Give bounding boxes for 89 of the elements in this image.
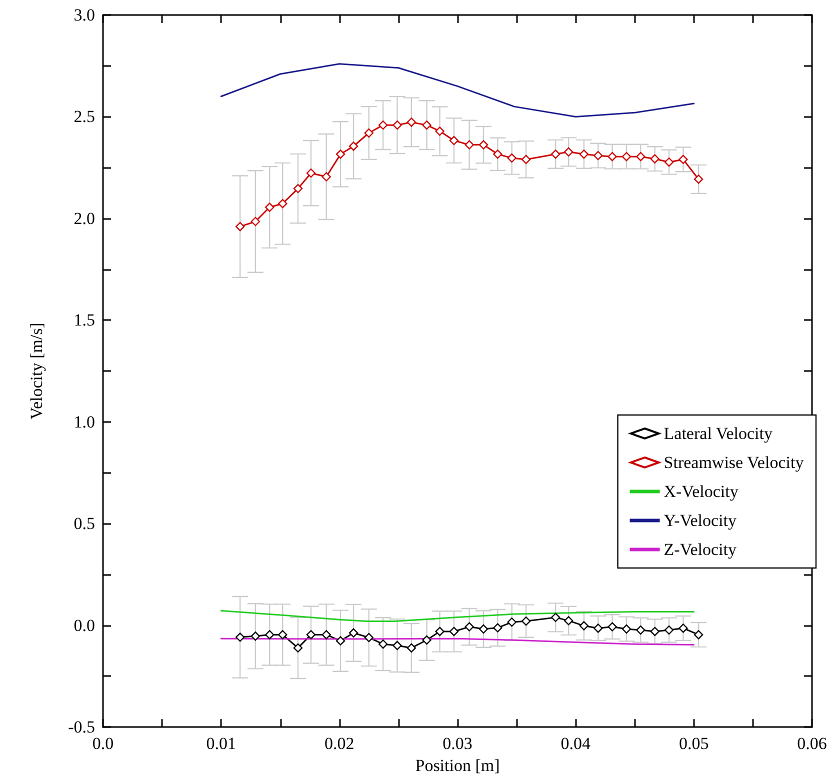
point xyxy=(406,643,416,653)
point xyxy=(636,625,646,635)
line-series xyxy=(220,610,695,622)
point xyxy=(336,150,346,159)
point xyxy=(293,643,303,653)
y-tick-label: 1.0 xyxy=(74,412,95,432)
legend-label: Lateral Velocity xyxy=(664,424,774,443)
point xyxy=(464,622,474,632)
legend-label: Y-Velocity xyxy=(664,511,737,530)
point xyxy=(322,172,331,182)
x-axis-title: Position [m] xyxy=(415,756,500,775)
point xyxy=(278,199,288,208)
point xyxy=(392,120,402,130)
y-tick-label: 2.5 xyxy=(74,107,95,126)
legend-label: X-Velocity xyxy=(664,482,739,501)
point xyxy=(378,639,388,649)
x-tick-label: 0.0 xyxy=(92,734,114,754)
point xyxy=(235,632,245,642)
point xyxy=(406,118,416,127)
point xyxy=(594,624,603,633)
point xyxy=(608,152,617,162)
point xyxy=(364,128,374,138)
point xyxy=(464,140,474,150)
point xyxy=(478,624,488,634)
point xyxy=(278,630,288,640)
x-tick-label: 0.01 xyxy=(206,734,236,754)
line-series xyxy=(220,638,695,646)
point xyxy=(694,630,704,640)
point xyxy=(250,216,260,226)
point xyxy=(378,120,388,130)
point xyxy=(306,630,316,640)
point xyxy=(348,628,358,638)
point xyxy=(622,152,632,162)
point xyxy=(622,624,632,634)
x-tick-label: 0.03 xyxy=(442,734,472,754)
point xyxy=(478,140,488,150)
point xyxy=(636,152,646,162)
point xyxy=(493,150,502,159)
x-tick-label: 0.06 xyxy=(797,734,827,754)
point xyxy=(608,622,617,632)
point xyxy=(664,625,674,635)
point xyxy=(650,626,660,636)
y-tick-label: 2.0 xyxy=(74,208,95,228)
point xyxy=(364,632,374,642)
y-tick-label: 0.5 xyxy=(74,514,95,534)
point xyxy=(449,626,459,636)
point xyxy=(306,168,316,178)
point xyxy=(521,616,531,626)
y-tick-label: 3.0 xyxy=(74,6,95,24)
point xyxy=(235,222,245,232)
point xyxy=(564,147,574,157)
point xyxy=(678,624,688,633)
point xyxy=(550,150,560,159)
point xyxy=(336,636,346,646)
y-tick-label: 1.5 xyxy=(74,310,95,330)
legend-label: Z-Velocity xyxy=(664,540,737,559)
y-axis-title: Velocity [m/s] xyxy=(27,322,46,420)
point xyxy=(293,184,303,194)
x-tick-label: 0.02 xyxy=(324,734,354,754)
point xyxy=(521,154,531,164)
point xyxy=(678,154,688,164)
point xyxy=(348,142,358,151)
point xyxy=(493,623,502,632)
point xyxy=(507,618,516,627)
point xyxy=(392,640,402,650)
x-tick-label: 0.04 xyxy=(560,734,592,754)
point xyxy=(265,630,274,640)
point xyxy=(435,626,444,636)
point xyxy=(422,120,432,130)
y-tick-label: -0.5 xyxy=(68,718,95,737)
legend-label: Streamwise Velocity xyxy=(664,453,804,472)
point xyxy=(422,635,432,645)
y-tick-label: 0.0 xyxy=(74,616,95,635)
point xyxy=(579,621,589,630)
point xyxy=(694,174,704,184)
x-tick-label: 0.05 xyxy=(678,734,709,754)
line-series xyxy=(220,63,695,118)
point xyxy=(265,202,274,212)
point xyxy=(250,632,260,641)
point xyxy=(650,154,660,164)
point xyxy=(507,153,516,163)
point xyxy=(435,126,444,136)
point xyxy=(664,158,674,167)
point xyxy=(579,150,589,159)
point xyxy=(322,630,331,640)
point xyxy=(594,150,603,160)
point xyxy=(550,612,560,622)
point xyxy=(449,136,459,146)
point xyxy=(564,616,574,626)
